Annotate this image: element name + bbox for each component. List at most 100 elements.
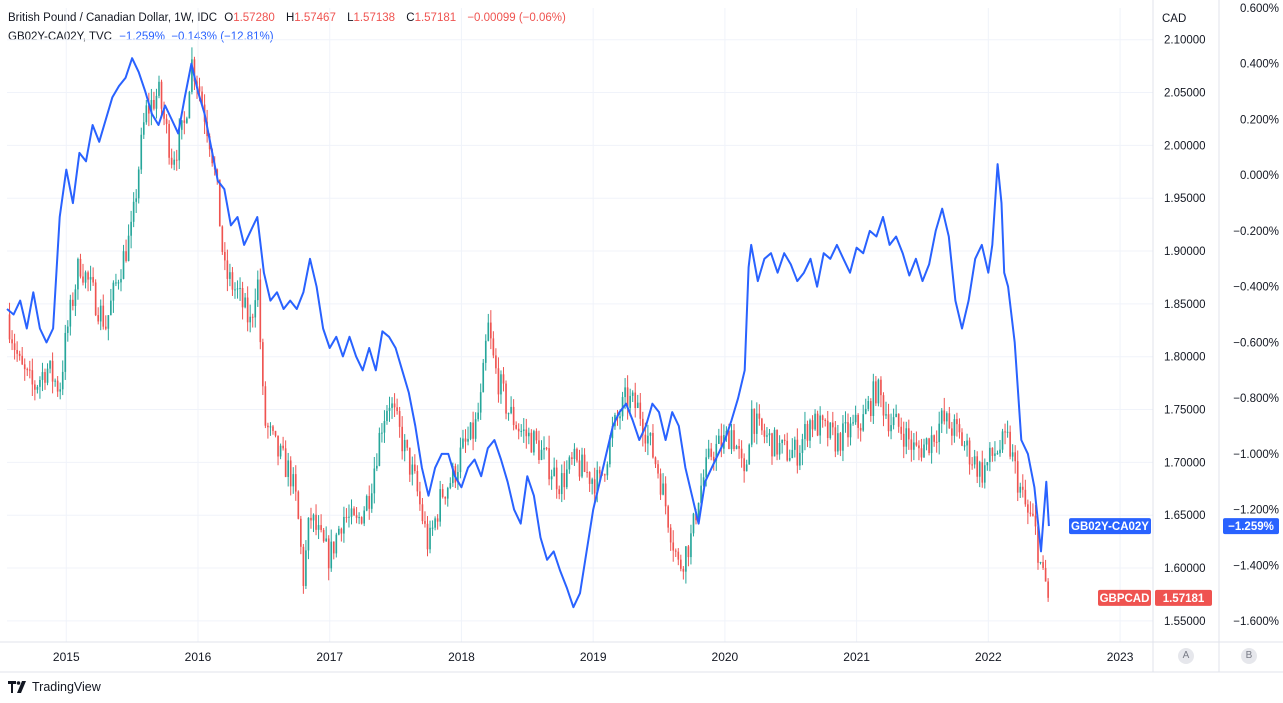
candle-body: [272, 426, 274, 431]
candle-body: [766, 435, 768, 437]
candle-body: [155, 95, 158, 109]
spread-name-tag-bg: [1069, 518, 1151, 535]
candle-body: [307, 517, 310, 551]
candle-body: [999, 449, 1001, 454]
candle-body: [768, 433, 771, 436]
candle-body: [1001, 431, 1004, 450]
candle-body: [148, 105, 150, 114]
candle-body: [39, 379, 41, 387]
candle-body: [558, 489, 561, 495]
candle-body: [530, 432, 533, 453]
candle-body: [92, 277, 94, 283]
low-group: L1.57138: [347, 12, 399, 24]
candle-body: [492, 338, 495, 356]
tradingview-brand[interactable]: TradingView: [8, 680, 101, 694]
candle-body: [150, 99, 153, 114]
candle-body: [234, 289, 236, 291]
candle-body: [875, 381, 877, 404]
candle-body: [755, 413, 758, 434]
candle-body: [34, 384, 36, 390]
candle-body: [1044, 567, 1047, 582]
candle-body: [869, 401, 872, 417]
candle-body: [809, 420, 811, 441]
candle-body: [1047, 581, 1049, 598]
candle-body: [310, 517, 312, 521]
candle-body: [563, 473, 566, 488]
candle-body: [900, 426, 903, 434]
right-axis-tick-label: −0.400%: [1233, 282, 1279, 294]
candle-body: [895, 413, 897, 418]
candle-body: [332, 541, 335, 554]
candle-body: [867, 401, 870, 409]
candle-body: [459, 447, 462, 473]
candle-body: [989, 447, 991, 463]
left-axis-tick-label: 1.65000: [1164, 510, 1206, 522]
candle-body: [23, 364, 26, 370]
open-group: O1.57280: [224, 12, 279, 24]
left-axis-tick-label: 1.85000: [1164, 299, 1206, 311]
candle-body: [175, 159, 178, 161]
candle-body: [381, 432, 383, 434]
candle-body: [629, 395, 631, 408]
candle-body: [396, 407, 398, 412]
spread-line[interactable]: [6, 57, 1050, 609]
candle-body: [82, 276, 84, 283]
candle-body: [748, 444, 751, 465]
candle-body: [241, 288, 244, 308]
candle-body: [887, 414, 890, 432]
candle-body: [262, 342, 264, 387]
candle-body: [165, 118, 168, 124]
candle-body: [414, 464, 416, 472]
candle-body: [890, 425, 892, 432]
candle-body: [89, 277, 92, 280]
candle-body: [735, 446, 738, 449]
candle-body: [1032, 513, 1034, 516]
candle-body: [935, 441, 938, 443]
candle-body: [462, 438, 464, 448]
candle-body: [484, 340, 487, 363]
candle-body: [472, 422, 474, 439]
candle-body: [163, 108, 165, 119]
candle-body: [36, 386, 39, 390]
left-axis-tick-label: 1.75000: [1164, 405, 1206, 417]
spread-value-tag-bg: [1223, 518, 1279, 535]
candle-body: [857, 414, 859, 428]
candle-body: [259, 279, 262, 343]
candle-body: [429, 527, 431, 550]
candle-body: [907, 428, 910, 440]
candle-body: [198, 86, 201, 92]
candle-body: [1024, 489, 1027, 505]
candle-body: [350, 508, 353, 517]
gbpcad-symbol: British Pound / Canadian Dollar, 1W, IDC: [8, 12, 218, 24]
candle-body: [667, 506, 669, 528]
gbpcad-value-tag: 1.57181: [1163, 593, 1205, 605]
candle-body: [753, 408, 756, 434]
candle-body: [743, 458, 745, 472]
left-axis-tick-label: 1.70000: [1164, 457, 1206, 469]
candle-body: [938, 423, 941, 443]
candle-body: [816, 413, 819, 436]
candle-body: [221, 226, 224, 252]
candle-body: [180, 120, 183, 130]
candle-body: [730, 430, 733, 450]
candle-body: [464, 438, 467, 442]
auto-scale-button[interactable]: A: [1178, 648, 1194, 664]
candle-body: [300, 518, 302, 547]
candle-body: [619, 416, 621, 419]
scale-b-button[interactable]: B: [1241, 648, 1257, 664]
candle-body: [343, 516, 345, 534]
candle-body: [1029, 512, 1032, 514]
candle-body: [322, 529, 325, 542]
candle-body: [636, 402, 639, 409]
candle-body: [482, 362, 485, 393]
low-label: L: [347, 12, 354, 24]
candle-body: [517, 428, 520, 432]
x-axis-tick-label: 2018: [448, 650, 475, 664]
candle-body: [315, 514, 317, 530]
right-axis-tick-label: −1.200%: [1233, 505, 1279, 517]
right-axis-tick-label: −0.200%: [1233, 226, 1279, 238]
spread-value-tag: −1.259%: [1228, 521, 1274, 533]
candle-body: [355, 515, 358, 518]
candle-body: [59, 389, 62, 392]
